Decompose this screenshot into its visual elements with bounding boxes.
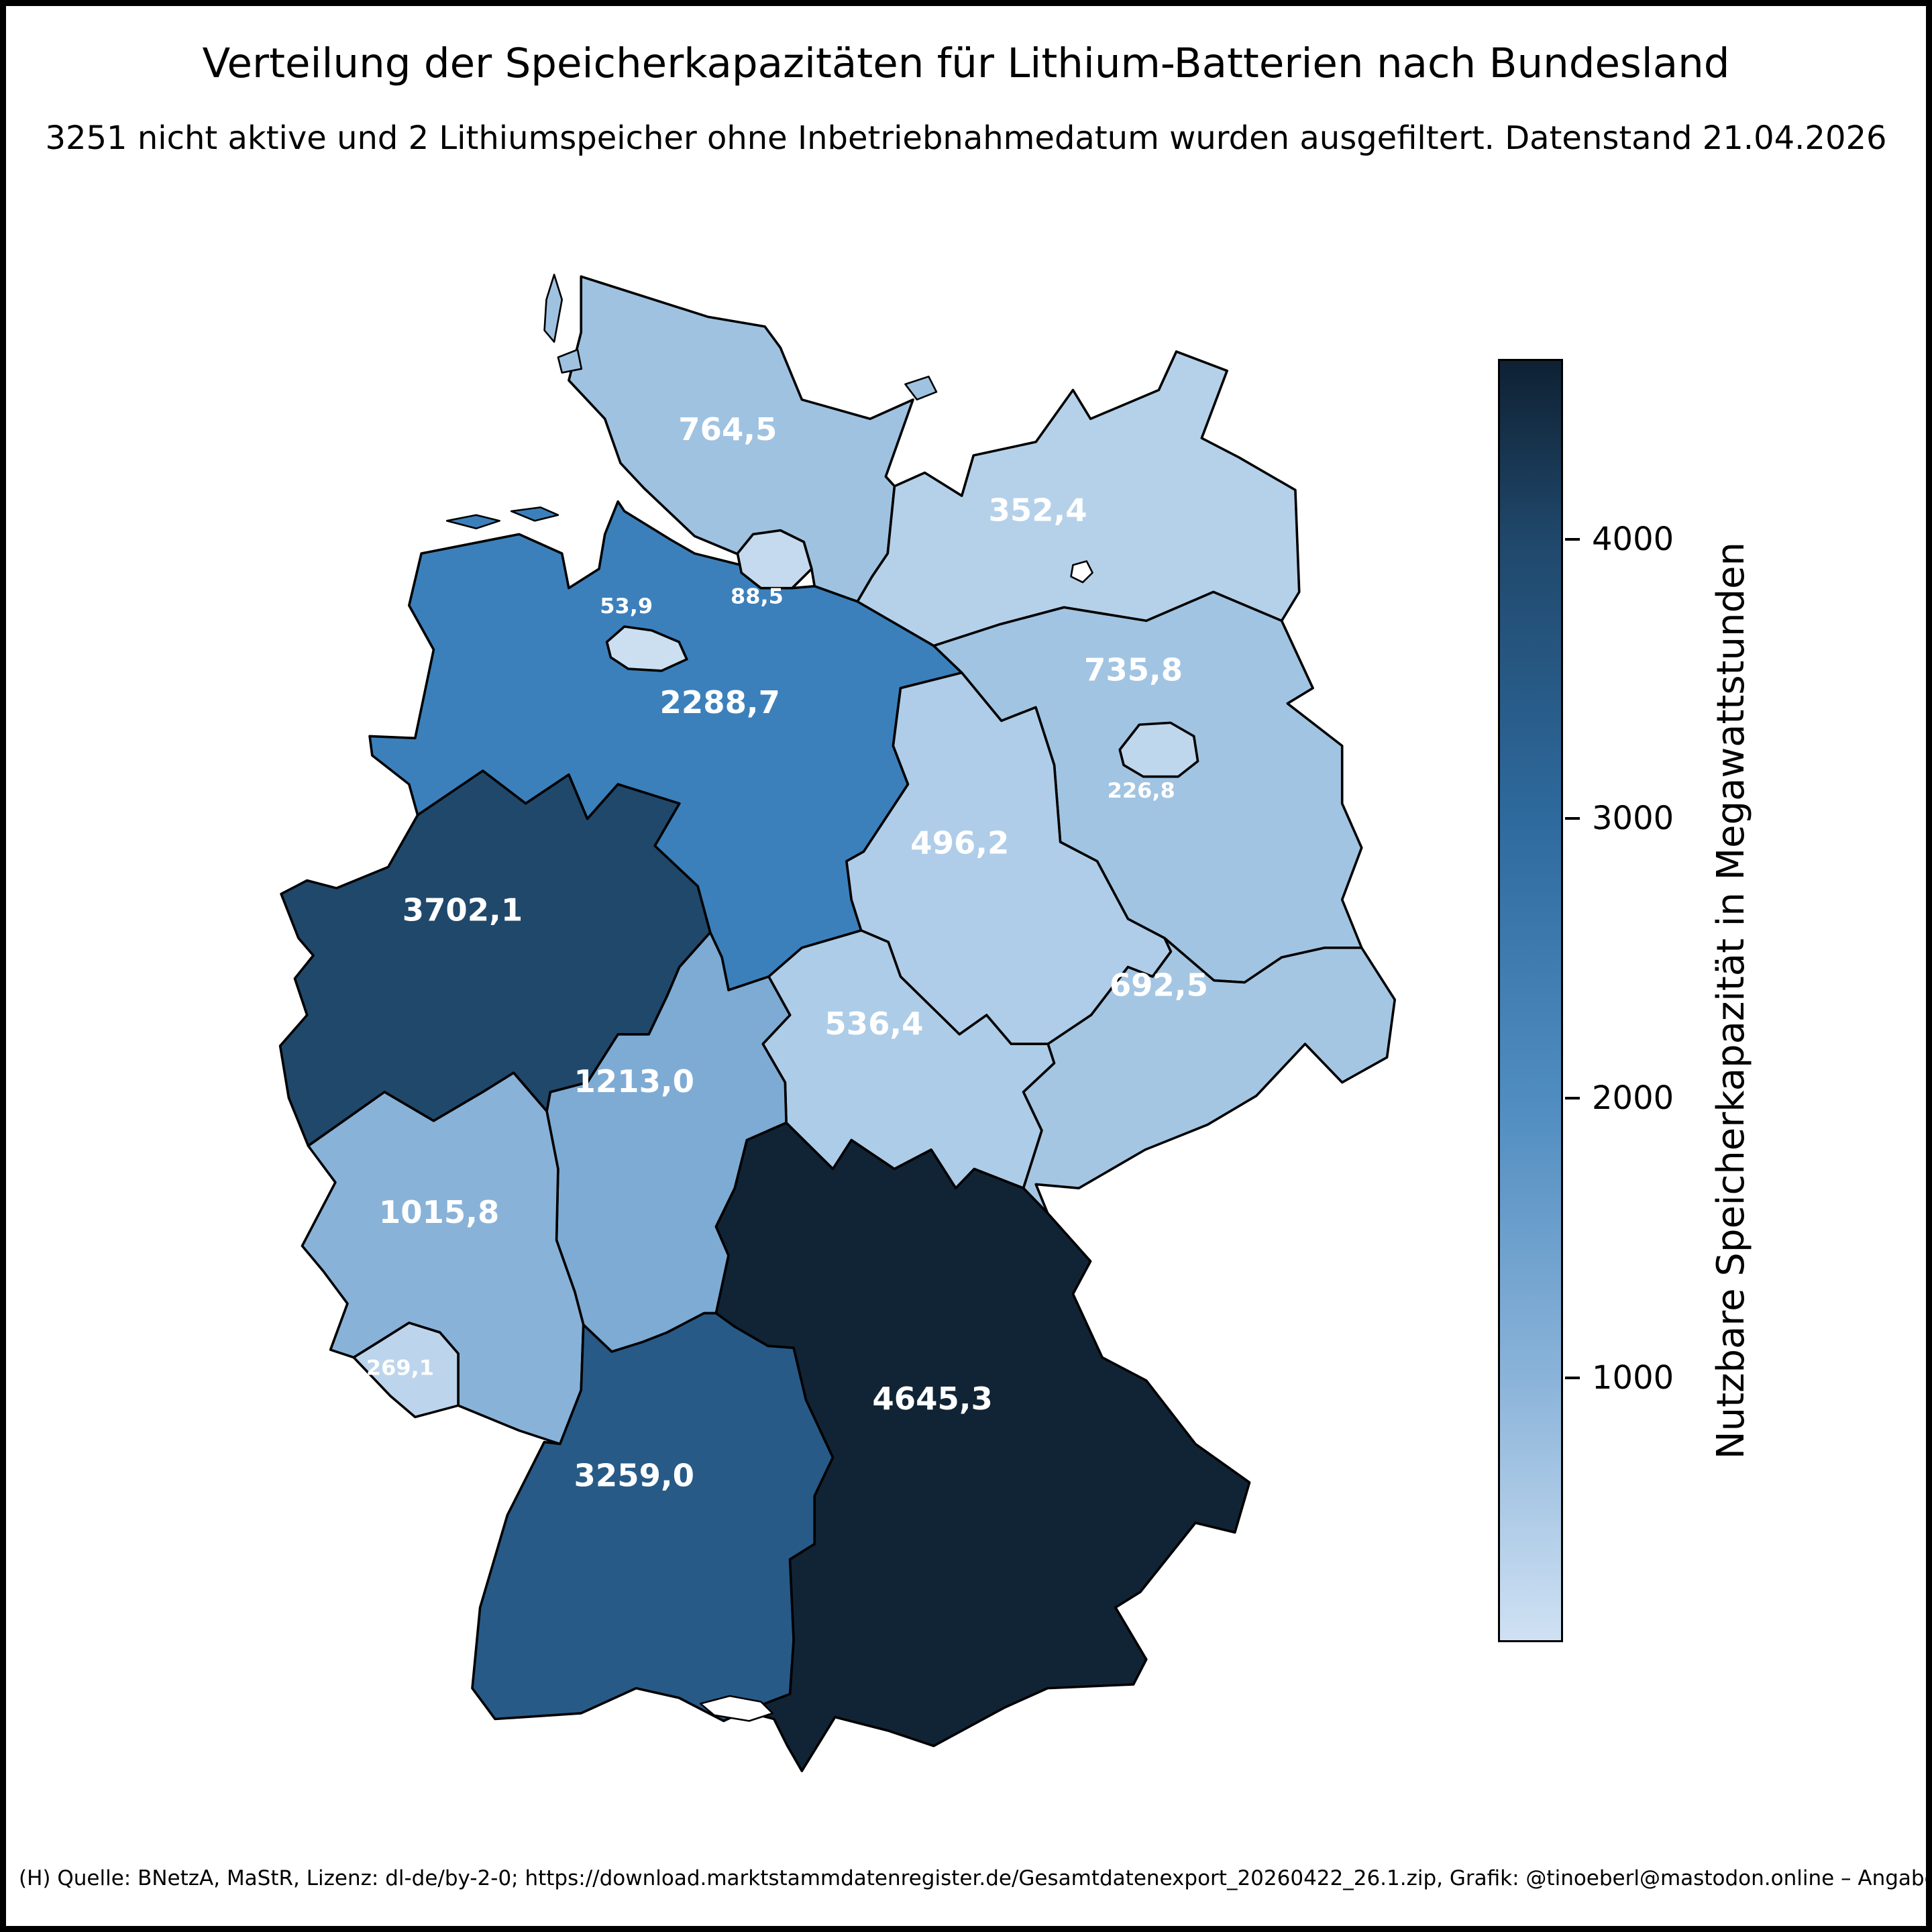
state-value-label-thueringen: 536,4	[824, 1006, 923, 1042]
state-value-label-niedersachsen: 2288,7	[659, 684, 780, 720]
state-value-label-baden-wuerttemberg: 3259,0	[574, 1458, 694, 1494]
germany-map-svg: 764,5 352,4 2288,7 735,8 496,2 536,4 692,5 1213…	[278, 274, 1397, 1772]
state-value-label-mecklenburg-vorpommern: 352,4	[989, 492, 1087, 529]
island-fehmarn	[904, 376, 938, 400]
state-value-label-hamburg: 88,5	[731, 585, 784, 609]
colorbar-ticklabel-1000: 1000	[1592, 1358, 1674, 1397]
island-sylt	[543, 274, 564, 343]
colorbar-tick-4000	[1565, 537, 1580, 541]
island-ostfriesland-1	[445, 514, 501, 530]
state-nordrhein-westfalen	[278, 769, 712, 1147]
state-bremen	[605, 625, 688, 672]
state-value-label-hessen: 1213,0	[574, 1063, 694, 1099]
colorbar-tick-3000	[1565, 817, 1580, 820]
state-hamburg	[736, 529, 813, 590]
state-value-label-sachsen-anhalt: 496,2	[910, 825, 1009, 861]
state-value-label-bayern: 4645,3	[872, 1381, 992, 1417]
state-value-label-schleswig-holstein: 764,5	[678, 411, 777, 447]
state-value-label-rheinland-pfalz: 1015,8	[379, 1194, 499, 1230]
state-value-label-brandenburg: 735,8	[1084, 652, 1183, 688]
lake-bodensee	[699, 1695, 774, 1722]
state-value-label-saarland: 269,1	[366, 1356, 434, 1381]
page-subtitle: 3251 nicht aktive und 2 Lithiumspeicher …	[45, 119, 1887, 157]
state-value-label-nordrhein-westfalen: 3702,1	[402, 892, 523, 928]
colorbar-tick-2000	[1565, 1097, 1580, 1100]
colorbar-ticklabel-3000: 3000	[1592, 800, 1674, 838]
lake-mueritz	[1070, 560, 1093, 584]
state-rheinland-pfalz	[301, 1071, 585, 1446]
state-value-label-sachsen: 692,5	[1110, 967, 1208, 1004]
page-title: Verteilung der Speicherkapazitäten für L…	[202, 40, 1730, 87]
colorbar-ticks: 4000 3000 2000 1000	[1565, 359, 1833, 1642]
colorbar-axis-label: Nutzbare Speicherkapazität in Megawattst…	[1709, 541, 1753, 1460]
source-attribution-footer: (H) Quelle: BNetzA, MaStR, Lizenz: dl-de…	[19, 1866, 1932, 1890]
germany-choropleth-map: 764,5 352,4 2288,7 735,8 496,2 536,4 692,5 1213…	[262, 265, 1399, 1784]
state-berlin	[1118, 721, 1199, 778]
island-ostfriesland-2	[510, 506, 559, 522]
colorbar-ticklabel-2000: 2000	[1592, 1079, 1674, 1118]
state-value-label-bremen: 53,9	[600, 594, 653, 619]
colorbar	[1498, 359, 1563, 1642]
state-bayern	[714, 1121, 1251, 1772]
state-schleswig-holstein	[568, 275, 914, 603]
state-saarland	[352, 1322, 460, 1419]
state-value-label-berlin: 226,8	[1108, 779, 1175, 803]
island-foehr	[557, 348, 583, 374]
colorbar-ticklabel-4000: 4000	[1592, 520, 1674, 558]
colorbar-tick-1000	[1565, 1376, 1580, 1379]
state-sachsen	[1022, 936, 1397, 1215]
